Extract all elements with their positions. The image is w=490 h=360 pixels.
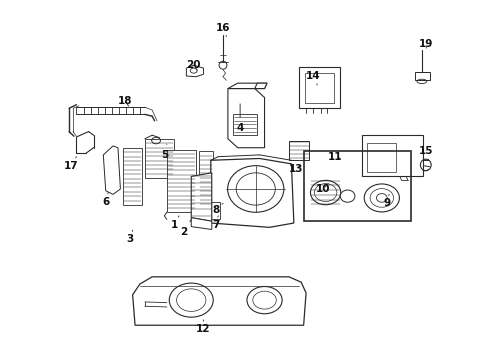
Bar (299, 67, 340, 108)
Text: 4: 4 (237, 104, 244, 133)
Polygon shape (255, 83, 267, 89)
Text: 2: 2 (180, 220, 191, 237)
Polygon shape (186, 65, 203, 77)
Polygon shape (133, 277, 306, 325)
Text: 3: 3 (126, 230, 134, 244)
Bar (305, 73, 334, 103)
Text: 14: 14 (306, 71, 321, 85)
Polygon shape (228, 89, 265, 148)
Polygon shape (191, 173, 212, 221)
Ellipse shape (340, 190, 355, 202)
Bar (362, 135, 423, 176)
Polygon shape (103, 146, 121, 194)
Text: 8: 8 (212, 203, 223, 216)
Bar (304, 151, 411, 221)
Text: 13: 13 (289, 164, 303, 174)
Text: 15: 15 (418, 146, 433, 160)
Text: 1: 1 (171, 216, 179, 230)
Text: 9: 9 (383, 194, 390, 208)
Bar (367, 143, 396, 172)
Text: 16: 16 (216, 23, 230, 37)
Text: 7: 7 (212, 216, 220, 230)
Bar (198, 151, 213, 209)
Text: 11: 11 (328, 152, 343, 162)
Text: 18: 18 (118, 96, 132, 106)
Text: 10: 10 (316, 184, 330, 194)
Ellipse shape (364, 184, 399, 212)
Ellipse shape (311, 180, 341, 205)
Bar (167, 149, 196, 212)
Text: 12: 12 (196, 320, 211, 334)
Bar (415, 72, 430, 80)
Text: 19: 19 (418, 39, 433, 49)
Polygon shape (191, 218, 212, 229)
Bar (211, 202, 220, 220)
Bar (289, 140, 310, 160)
Text: 20: 20 (187, 60, 201, 70)
Text: 6: 6 (102, 193, 109, 207)
Polygon shape (211, 158, 294, 227)
Polygon shape (228, 83, 267, 89)
Text: 17: 17 (64, 157, 79, 171)
Bar (233, 114, 257, 135)
Bar (145, 139, 174, 178)
Bar (123, 148, 143, 205)
Text: 5: 5 (161, 144, 168, 160)
